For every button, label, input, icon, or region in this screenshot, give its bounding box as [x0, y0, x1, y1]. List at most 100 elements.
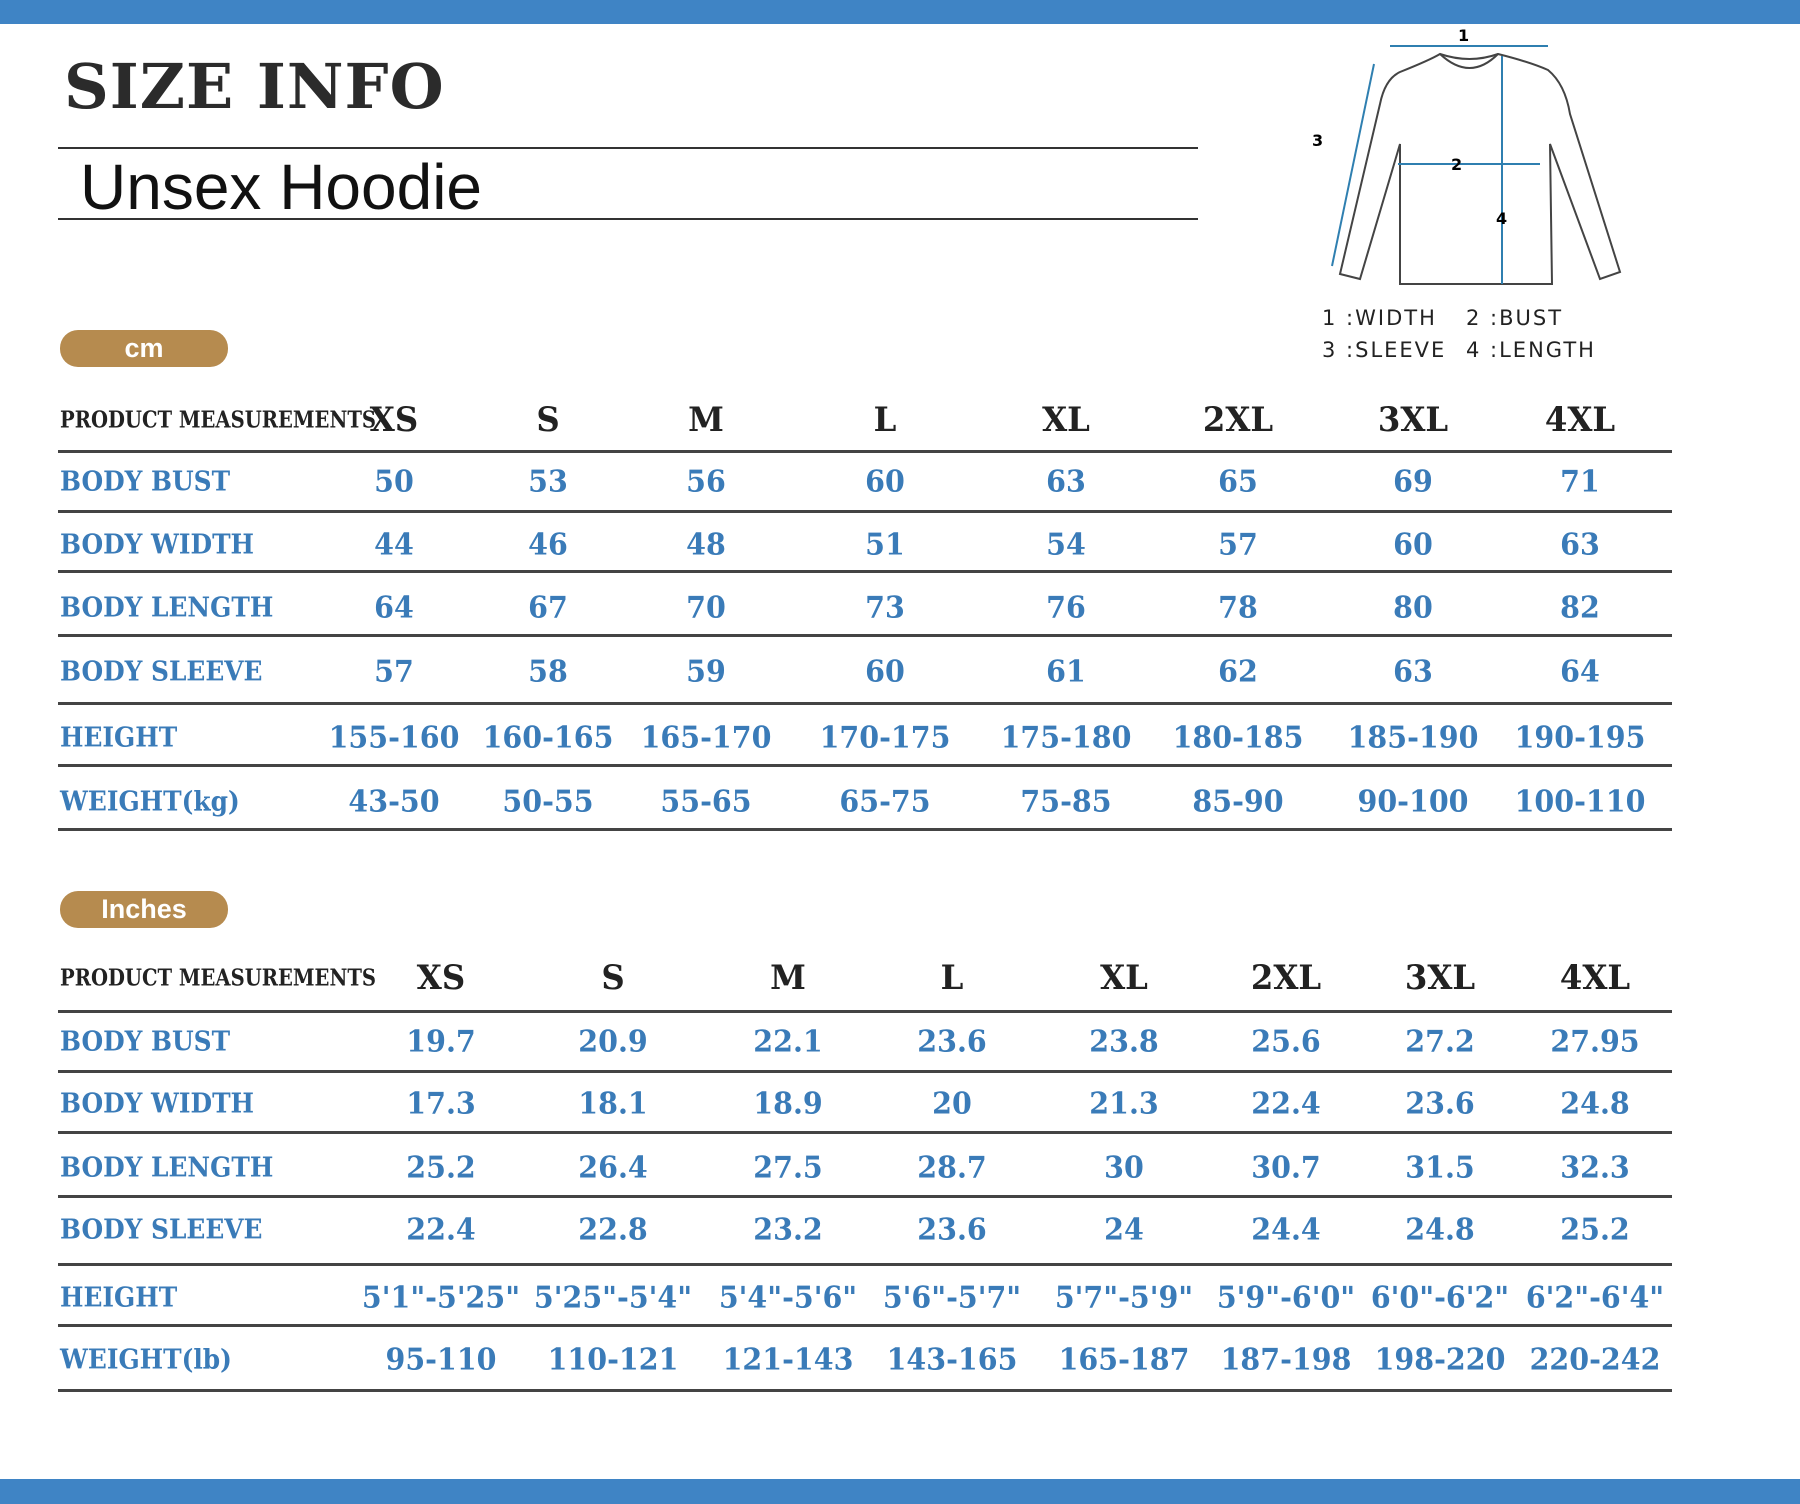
table-cell: 110-121 — [547, 1342, 679, 1378]
size-header-m: M — [688, 400, 724, 440]
size-header-s: S — [536, 400, 560, 440]
row-label: WEIGHT(kg) — [60, 786, 240, 818]
table-cell: 78 — [1218, 590, 1258, 626]
table-cell: 50-55 — [502, 784, 594, 820]
table-cell: 143-165 — [886, 1342, 1018, 1378]
size-header-l: L — [873, 400, 897, 440]
row-divider — [58, 1389, 1672, 1392]
diagram-label-4: 4 — [1496, 209, 1507, 228]
table-cell: 155-160 — [328, 720, 460, 756]
table-cell: 51 — [865, 527, 905, 563]
table-cell: 170-175 — [819, 720, 951, 756]
row-label: BODY SLEEVE — [60, 1214, 263, 1246]
table-cell: 5'1"-5'25" — [361, 1280, 521, 1316]
table-cell: 22.8 — [578, 1212, 648, 1248]
size-header-4xl: 4XL — [1544, 400, 1616, 440]
table-cell: 70 — [686, 590, 726, 626]
row-label: HEIGHT — [60, 722, 178, 754]
size-header-m: M — [770, 958, 806, 998]
table-cell: 58 — [528, 654, 568, 690]
unit-badge-inches: Inches — [60, 891, 228, 928]
table-cell: 5'4"-5'6" — [718, 1280, 858, 1316]
table-cell: 18.9 — [753, 1086, 823, 1122]
row-label: BODY SLEEVE — [60, 656, 263, 688]
table-cell: 67 — [528, 590, 568, 626]
table-cell: 185-190 — [1347, 720, 1479, 756]
table-cell: 28.7 — [917, 1150, 987, 1186]
table-cell: 6'2"-6'4" — [1525, 1280, 1665, 1316]
diagram-label-2: 2 — [1451, 155, 1462, 174]
row-divider — [58, 1131, 1672, 1134]
table-cell: 5'25"-5'4" — [533, 1280, 693, 1316]
table-cell: 25.2 — [406, 1150, 476, 1186]
table-cell: 5'7"-5'9" — [1054, 1280, 1194, 1316]
row-label: BODY WIDTH — [60, 1088, 255, 1120]
row-label: BODY LENGTH — [60, 592, 274, 624]
table-cell: 22.4 — [406, 1212, 476, 1248]
bottom-accent-bar — [0, 1479, 1800, 1504]
row-divider — [58, 570, 1672, 573]
table-cell: 80 — [1393, 590, 1433, 626]
table-cell: 65-75 — [839, 784, 931, 820]
table-cell: 26.4 — [578, 1150, 648, 1186]
row-divider — [58, 1324, 1672, 1327]
product-name: Unsex Hoodie — [80, 151, 482, 223]
legend-length: 4 :LENGTH — [1466, 338, 1596, 362]
table-cell: 59 — [686, 654, 726, 690]
table-cell: 100-110 — [1514, 784, 1646, 820]
table-cell: 220-242 — [1529, 1342, 1661, 1378]
header-label: PRODUCT MEASUREMENTS — [60, 964, 377, 992]
row-divider — [58, 510, 1672, 513]
table-cell: 43-50 — [348, 784, 440, 820]
table-cell: 69 — [1393, 464, 1433, 500]
size-header-xl: XL — [1042, 400, 1090, 440]
diagram-label-3: 3 — [1312, 131, 1323, 150]
legend-sleeve: 3 :SLEEVE — [1322, 338, 1447, 362]
row-divider — [58, 1070, 1672, 1073]
table-cell: 32.3 — [1560, 1150, 1630, 1186]
table-cell: 56 — [686, 464, 726, 500]
table-cell: 198-220 — [1374, 1342, 1506, 1378]
table-cell: 160-165 — [482, 720, 614, 756]
table-cell: 76 — [1046, 590, 1086, 626]
size-header-2xl: 2XL — [1250, 958, 1322, 998]
row-divider — [58, 450, 1672, 453]
table-cell: 73 — [865, 590, 905, 626]
table-cell: 46 — [528, 527, 568, 563]
table-cell: 27.5 — [753, 1150, 823, 1186]
table-cell: 21.3 — [1089, 1086, 1159, 1122]
size-header-xs: XS — [416, 958, 466, 998]
table-cell: 64 — [1560, 654, 1600, 690]
table-cell: 180-185 — [1172, 720, 1304, 756]
table-cell: 20.9 — [578, 1024, 648, 1060]
table-cell: 20 — [932, 1086, 972, 1122]
page-title: SIZE INFO — [64, 50, 445, 123]
table-cell: 23.6 — [1405, 1086, 1475, 1122]
table-cell: 95-110 — [385, 1342, 497, 1378]
table-cell: 63 — [1560, 527, 1600, 563]
table-cell: 18.1 — [578, 1086, 648, 1122]
table-cell: 71 — [1560, 464, 1600, 500]
table-cell: 165-187 — [1058, 1342, 1190, 1378]
table-cell: 50 — [374, 464, 414, 500]
table-cell: 5'9"-6'0" — [1216, 1280, 1356, 1316]
size-header-3xl: 3XL — [1377, 400, 1449, 440]
size-header-4xl: 4XL — [1559, 958, 1631, 998]
table-cell: 44 — [374, 527, 414, 563]
table-cell: 60 — [865, 464, 905, 500]
size-header-l: L — [940, 958, 964, 998]
table-cell: 55-65 — [660, 784, 752, 820]
size-header-s: S — [601, 958, 625, 998]
row-label: BODY LENGTH — [60, 1152, 274, 1184]
table-cell: 24.4 — [1251, 1212, 1321, 1248]
row-label: BODY BUST — [60, 1026, 231, 1058]
table-cell: 22.1 — [753, 1024, 823, 1060]
table-cell: 24.8 — [1405, 1212, 1475, 1248]
row-divider — [58, 1195, 1672, 1198]
table-cell: 25.2 — [1560, 1212, 1630, 1248]
table-cell: 190-195 — [1514, 720, 1646, 756]
table-cell: 175-180 — [1000, 720, 1132, 756]
table-cell: 60 — [1393, 527, 1433, 563]
row-label: BODY WIDTH — [60, 529, 255, 561]
table-cell: 165-170 — [640, 720, 772, 756]
